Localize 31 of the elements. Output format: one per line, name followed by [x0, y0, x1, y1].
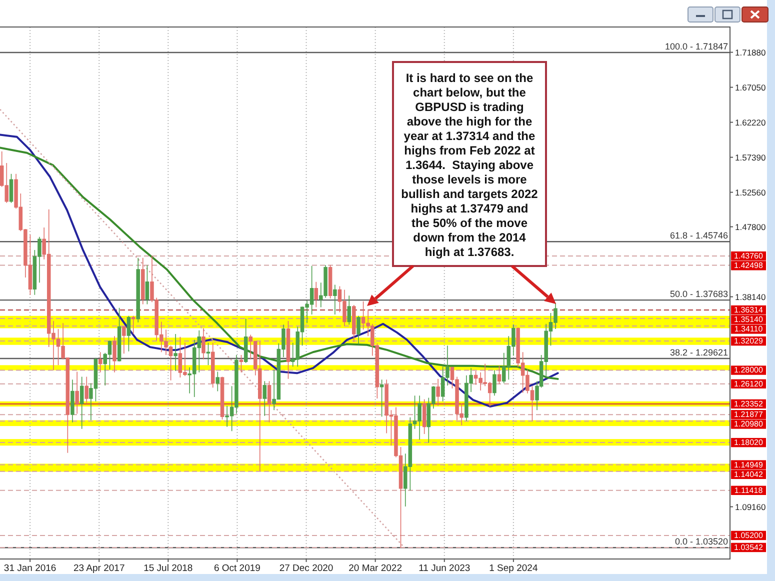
ref-line-label: 1.18020 [734, 438, 764, 448]
annotation: 100.0 - 1.71847 [664, 42, 728, 52]
x-tick-label: 6 Oct 2019 [214, 563, 260, 574]
y-tick-label: 1.52560 [735, 187, 766, 198]
x-tick-label: 15 Jul 2018 [144, 563, 193, 574]
annotation: 61.8 - 1.45746 [670, 230, 728, 241]
y-tick-label: 1.62220 [735, 117, 766, 128]
annotation: 38.2 - 1.29621 [670, 347, 728, 358]
ref-line-label: 1.05200 [734, 530, 764, 540]
ref-line-label: 1.32029 [734, 336, 764, 346]
x-tick-label: 31 Jan 2016 [4, 563, 56, 574]
annotation: 50.0 - 1.37683 [670, 289, 728, 300]
ref-line-label: 1.36314 [734, 306, 764, 314]
y-tick-label: 1.57390 [735, 152, 766, 162]
x-tick-label: 11 Jun 2023 [418, 563, 470, 574]
y-tick-label: 1.71880 [735, 47, 766, 58]
x-tick-label: 1 Sep 2024 [489, 563, 538, 574]
x-tick-label: 27 Dec 2020 [279, 563, 334, 574]
y-tick-label: 1.67050 [735, 82, 766, 92]
ref-line-label: 1.23352 [734, 399, 764, 408]
text: It is hard to see on the chart below, but the GBPUSD is trading above the high for the year at 1.37314 and the highs from Feb 2022 at 1.3644. Staying above those levels is more bullish and targets 2022 highs at 1.37479 and the 50% of the move down from the 2014 high at 1.37683. [401, 71, 538, 259]
ref-line-label: 1.34110 [734, 324, 764, 334]
ref-line-label: 1.03542 [734, 542, 764, 552]
ref-line-label: 1.43760 [734, 252, 764, 261]
y-tick-label: 1.09160 [735, 502, 766, 512]
y-tick-label: 1.47800 [735, 222, 766, 232]
y-tick-label: 1.38140 [735, 292, 766, 302]
x-tick-label: 20 Mar 2022 [348, 563, 402, 574]
ref-line-label: 1.11418 [734, 486, 764, 495]
annotation: 0.0 - 1.03520 [674, 536, 728, 547]
x-tick-label: 23 Apr 2017 [73, 563, 125, 574]
